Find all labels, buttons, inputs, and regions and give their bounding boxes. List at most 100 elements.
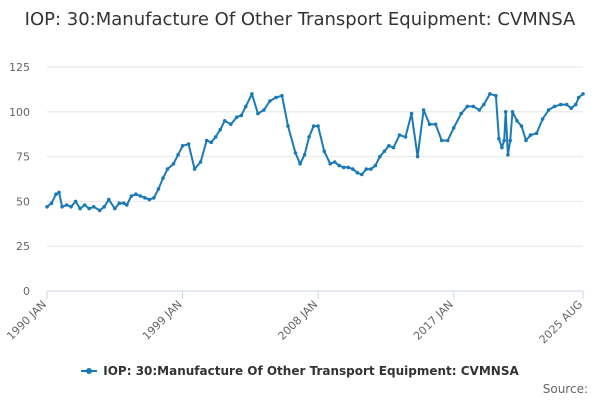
data-point[interactable] — [528, 133, 533, 137]
data-point[interactable] — [129, 194, 134, 198]
data-point[interactable] — [69, 205, 73, 209]
data-point[interactable] — [373, 163, 378, 168]
data-point[interactable] — [268, 99, 272, 103]
data-point[interactable] — [500, 145, 504, 150]
data-point[interactable] — [244, 104, 248, 109]
data-point[interactable] — [369, 167, 373, 171]
data-point[interactable] — [508, 138, 512, 143]
data-point[interactable] — [186, 142, 191, 146]
data-point[interactable] — [262, 108, 266, 112]
data-point[interactable] — [482, 102, 486, 107]
data-point[interactable] — [73, 199, 78, 204]
data-point[interactable] — [515, 119, 519, 123]
data-point[interactable] — [138, 194, 143, 198]
data-point[interactable] — [293, 151, 298, 155]
data-point[interactable] — [316, 124, 320, 128]
data-point[interactable] — [250, 92, 254, 96]
data-point[interactable] — [213, 135, 218, 139]
data-point[interactable] — [82, 203, 87, 207]
data-point[interactable] — [427, 122, 432, 127]
data-point[interactable] — [45, 205, 49, 209]
data-point[interactable] — [564, 102, 569, 107]
data-point[interactable] — [171, 162, 176, 166]
data-point[interactable] — [60, 205, 64, 209]
data-point[interactable] — [387, 144, 391, 148]
data-point[interactable] — [576, 95, 581, 100]
data-point[interactable] — [433, 122, 438, 127]
source-credit[interactable]: Source: — [542, 382, 588, 396]
data-point[interactable] — [302, 153, 307, 157]
data-point[interactable] — [439, 138, 444, 143]
data-point[interactable] — [328, 162, 333, 166]
data-point[interactable] — [64, 203, 69, 207]
data-point[interactable] — [280, 93, 284, 98]
data-point[interactable] — [488, 92, 492, 96]
data-point[interactable] — [494, 93, 498, 98]
data-point[interactable] — [477, 108, 482, 112]
data-point[interactable] — [503, 110, 508, 114]
data-point[interactable] — [298, 162, 302, 166]
data-point[interactable] — [125, 203, 129, 207]
data-point[interactable] — [54, 192, 58, 196]
data-point[interactable] — [540, 117, 545, 121]
data-point[interactable] — [256, 111, 260, 116]
data-point[interactable] — [147, 197, 152, 202]
data-point[interactable] — [57, 190, 61, 195]
data-point[interactable] — [465, 104, 470, 109]
data-point[interactable] — [524, 138, 528, 143]
data-point[interactable] — [107, 197, 111, 202]
legend-item[interactable]: IOP: 30:Manufacture Of Other Transport E… — [81, 364, 519, 378]
data-point[interactable] — [573, 102, 578, 107]
data-point[interactable] — [134, 192, 138, 196]
data-point[interactable] — [558, 102, 563, 107]
data-point[interactable] — [87, 206, 91, 211]
data-point[interactable] — [519, 124, 524, 128]
data-point[interactable] — [581, 92, 585, 96]
data-point[interactable] — [364, 167, 369, 171]
data-point[interactable] — [307, 135, 311, 139]
data-point[interactable] — [569, 106, 573, 110]
data-point[interactable] — [355, 170, 360, 175]
data-point[interactable] — [143, 196, 147, 200]
data-point[interactable] — [459, 111, 464, 116]
data-point[interactable] — [497, 136, 501, 141]
data-point[interactable] — [471, 104, 476, 109]
data-point[interactable] — [337, 163, 342, 168]
data-point[interactable] — [552, 104, 557, 109]
data-point[interactable] — [91, 205, 96, 209]
data-point[interactable] — [198, 160, 203, 164]
data-point[interactable] — [229, 122, 233, 127]
data-point[interactable] — [378, 154, 382, 159]
data-point[interactable] — [311, 124, 316, 128]
data-point[interactable] — [415, 154, 420, 159]
data-point[interactable] — [49, 201, 54, 205]
data-point[interactable] — [391, 145, 396, 150]
data-point[interactable] — [209, 140, 213, 145]
data-point[interactable] — [152, 196, 156, 200]
data-point[interactable] — [165, 167, 170, 171]
data-point[interactable] — [204, 138, 209, 143]
data-point[interactable] — [409, 111, 414, 116]
data-point[interactable] — [78, 206, 82, 211]
data-point[interactable] — [546, 108, 551, 112]
data-point[interactable] — [180, 144, 185, 148]
data-point[interactable] — [445, 138, 450, 143]
data-point[interactable] — [403, 135, 408, 139]
data-point[interactable] — [235, 115, 239, 119]
data-point[interactable] — [156, 187, 161, 191]
data-point[interactable] — [222, 119, 227, 123]
data-point[interactable] — [360, 172, 364, 177]
data-point[interactable] — [451, 126, 456, 130]
data-point[interactable] — [382, 149, 387, 153]
data-point[interactable] — [122, 201, 126, 205]
data-point[interactable] — [218, 127, 222, 132]
data-point[interactable] — [176, 153, 180, 157]
data-point[interactable] — [102, 205, 106, 209]
data-point[interactable] — [534, 131, 539, 136]
data-point[interactable] — [346, 165, 351, 170]
data-point[interactable] — [161, 176, 165, 180]
data-point[interactable] — [421, 108, 426, 112]
data-point[interactable] — [332, 160, 337, 164]
data-point[interactable] — [341, 165, 346, 170]
data-point[interactable] — [510, 110, 515, 114]
